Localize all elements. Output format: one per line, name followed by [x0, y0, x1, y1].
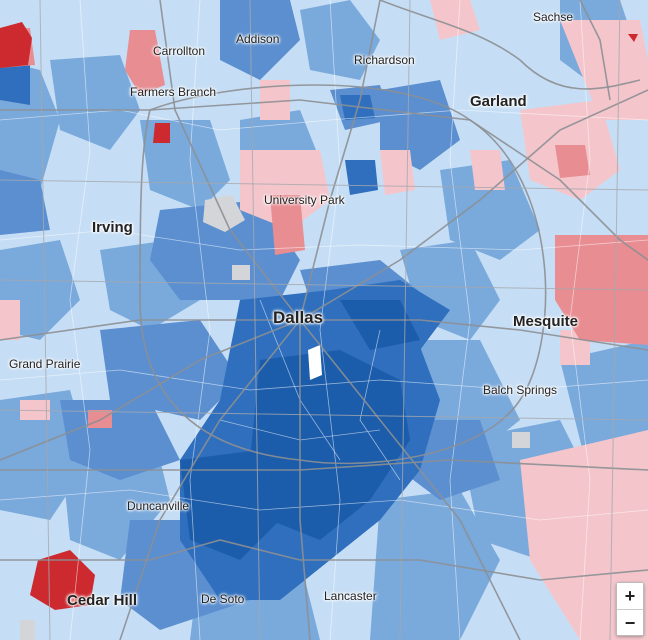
- place-label-grand-prairie: Grand Prairie: [9, 357, 81, 371]
- place-label-lancaster: Lancaster: [324, 589, 377, 603]
- zoom-out-button[interactable]: −: [617, 609, 643, 635]
- place-label-garland: Garland: [470, 93, 527, 110]
- place-label-addison: Addison: [236, 32, 280, 46]
- place-label-sachse: Sachse: [533, 10, 574, 24]
- dark-red-regions: [0, 22, 638, 610]
- place-label-duncanville: Duncanville: [127, 499, 190, 513]
- place-label-dallas: Dallas: [273, 308, 324, 327]
- place-label-cedar-hill: Cedar Hill: [67, 592, 138, 609]
- place-label-university-park: University Park: [264, 193, 345, 207]
- place-label-farmers-branch: Farmers Branch: [130, 85, 217, 99]
- place-label-richardson: Richardson: [354, 53, 415, 67]
- place-label-de-soto: De Soto: [201, 592, 245, 606]
- place-label-carrollton: Carrollton: [153, 44, 206, 58]
- no-data-regions: [20, 195, 530, 640]
- place-label-mesquite: Mesquite: [513, 313, 579, 330]
- zoom-in-button[interactable]: +: [617, 583, 643, 609]
- place-label-balch-springs: Balch Springs: [483, 383, 558, 397]
- place-label-irving: Irving: [92, 219, 133, 236]
- zoom-control: + −: [616, 582, 644, 636]
